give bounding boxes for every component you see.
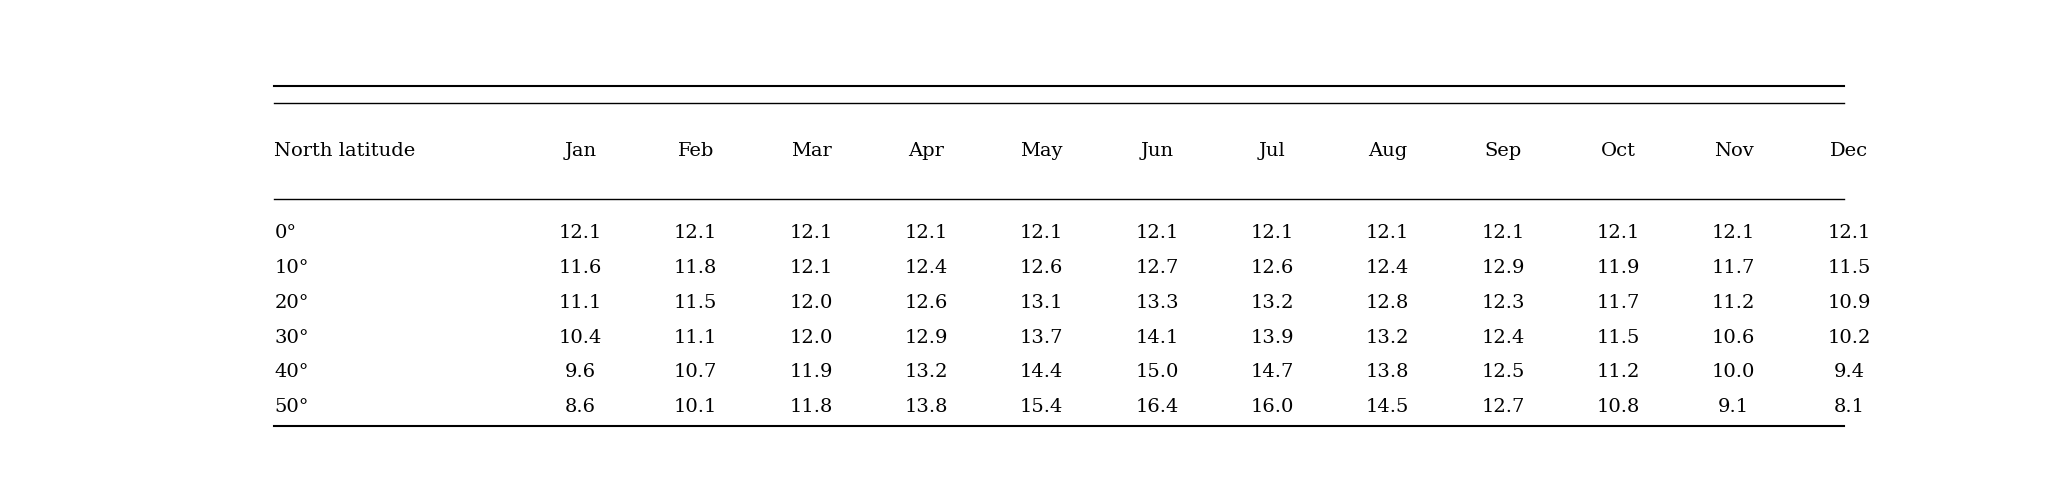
Text: Aug: Aug: [1368, 142, 1408, 160]
Text: 10.7: 10.7: [674, 363, 717, 381]
Text: 11.2: 11.2: [1711, 294, 1755, 312]
Text: 10.2: 10.2: [1827, 328, 1871, 347]
Text: 12.6: 12.6: [1019, 259, 1062, 277]
Text: May: May: [1021, 142, 1062, 160]
Text: 10.1: 10.1: [674, 398, 717, 416]
Text: 11.5: 11.5: [1596, 328, 1639, 347]
Text: Jan: Jan: [564, 142, 597, 160]
Text: 12.4: 12.4: [905, 259, 949, 277]
Text: 12.9: 12.9: [905, 328, 949, 347]
Text: 12.0: 12.0: [790, 294, 833, 312]
Text: 40°: 40°: [275, 363, 308, 381]
Text: 9.6: 9.6: [564, 363, 595, 381]
Text: 11.1: 11.1: [558, 294, 601, 312]
Text: 12.1: 12.1: [1596, 224, 1639, 242]
Text: 11.1: 11.1: [674, 328, 717, 347]
Text: 10°: 10°: [275, 259, 308, 277]
Text: 11.8: 11.8: [674, 259, 717, 277]
Text: 11.8: 11.8: [790, 398, 833, 416]
Text: 12.0: 12.0: [790, 328, 833, 347]
Text: 11.5: 11.5: [1827, 259, 1871, 277]
Text: 12.1: 12.1: [790, 224, 833, 242]
Text: 11.9: 11.9: [1596, 259, 1639, 277]
Text: 11.9: 11.9: [790, 363, 833, 381]
Text: Feb: Feb: [678, 142, 713, 160]
Text: 30°: 30°: [275, 328, 310, 347]
Text: 12.1: 12.1: [1019, 224, 1062, 242]
Text: 12.1: 12.1: [790, 259, 833, 277]
Text: 12.1: 12.1: [905, 224, 949, 242]
Text: Mar: Mar: [792, 142, 831, 160]
Text: 16.0: 16.0: [1251, 398, 1294, 416]
Text: 12.1: 12.1: [1827, 224, 1871, 242]
Text: 13.9: 13.9: [1251, 328, 1294, 347]
Text: Jun: Jun: [1141, 142, 1174, 160]
Text: 12.7: 12.7: [1482, 398, 1525, 416]
Text: 12.5: 12.5: [1482, 363, 1525, 381]
Text: 12.1: 12.1: [674, 224, 717, 242]
Text: 11.2: 11.2: [1596, 363, 1639, 381]
Text: 14.1: 14.1: [1135, 328, 1178, 347]
Text: 12.1: 12.1: [1482, 224, 1525, 242]
Text: 12.9: 12.9: [1482, 259, 1525, 277]
Text: 12.1: 12.1: [1366, 224, 1410, 242]
Text: 12.3: 12.3: [1482, 294, 1525, 312]
Text: 10.6: 10.6: [1711, 328, 1755, 347]
Text: 16.4: 16.4: [1135, 398, 1178, 416]
Text: Sep: Sep: [1484, 142, 1521, 160]
Text: 12.6: 12.6: [905, 294, 949, 312]
Text: 9.1: 9.1: [1718, 398, 1749, 416]
Text: 20°: 20°: [275, 294, 308, 312]
Text: 13.2: 13.2: [905, 363, 949, 381]
Text: Oct: Oct: [1602, 142, 1635, 160]
Text: 14.4: 14.4: [1019, 363, 1062, 381]
Text: 9.4: 9.4: [1833, 363, 1864, 381]
Text: 0°: 0°: [275, 224, 296, 242]
Text: 13.2: 13.2: [1366, 328, 1410, 347]
Text: 15.4: 15.4: [1019, 398, 1062, 416]
Text: 12.1: 12.1: [1135, 224, 1178, 242]
Text: Apr: Apr: [907, 142, 945, 160]
Text: 12.6: 12.6: [1251, 259, 1294, 277]
Text: 10.9: 10.9: [1827, 294, 1871, 312]
Text: 13.8: 13.8: [1366, 363, 1410, 381]
Text: 13.7: 13.7: [1019, 328, 1062, 347]
Text: 12.1: 12.1: [558, 224, 601, 242]
Text: 14.7: 14.7: [1251, 363, 1294, 381]
Text: 11.5: 11.5: [674, 294, 717, 312]
Text: 12.4: 12.4: [1366, 259, 1410, 277]
Text: 50°: 50°: [275, 398, 308, 416]
Text: Dec: Dec: [1829, 142, 1869, 160]
Text: 13.1: 13.1: [1019, 294, 1062, 312]
Text: 12.4: 12.4: [1482, 328, 1525, 347]
Text: 11.7: 11.7: [1596, 294, 1639, 312]
Text: 10.0: 10.0: [1711, 363, 1755, 381]
Text: 15.0: 15.0: [1135, 363, 1178, 381]
Text: 10.4: 10.4: [558, 328, 601, 347]
Text: 14.5: 14.5: [1366, 398, 1410, 416]
Text: 12.7: 12.7: [1135, 259, 1178, 277]
Text: 13.8: 13.8: [905, 398, 949, 416]
Text: 8.6: 8.6: [564, 398, 595, 416]
Text: 11.6: 11.6: [558, 259, 601, 277]
Text: Nov: Nov: [1714, 142, 1753, 160]
Text: 8.1: 8.1: [1833, 398, 1864, 416]
Text: North latitude: North latitude: [275, 142, 415, 160]
Text: 12.8: 12.8: [1366, 294, 1410, 312]
Text: 13.3: 13.3: [1135, 294, 1178, 312]
Text: Jul: Jul: [1259, 142, 1286, 160]
Text: 11.7: 11.7: [1711, 259, 1755, 277]
Text: 12.1: 12.1: [1251, 224, 1294, 242]
Text: 10.8: 10.8: [1596, 398, 1639, 416]
Text: 13.2: 13.2: [1251, 294, 1294, 312]
Text: 12.1: 12.1: [1711, 224, 1755, 242]
